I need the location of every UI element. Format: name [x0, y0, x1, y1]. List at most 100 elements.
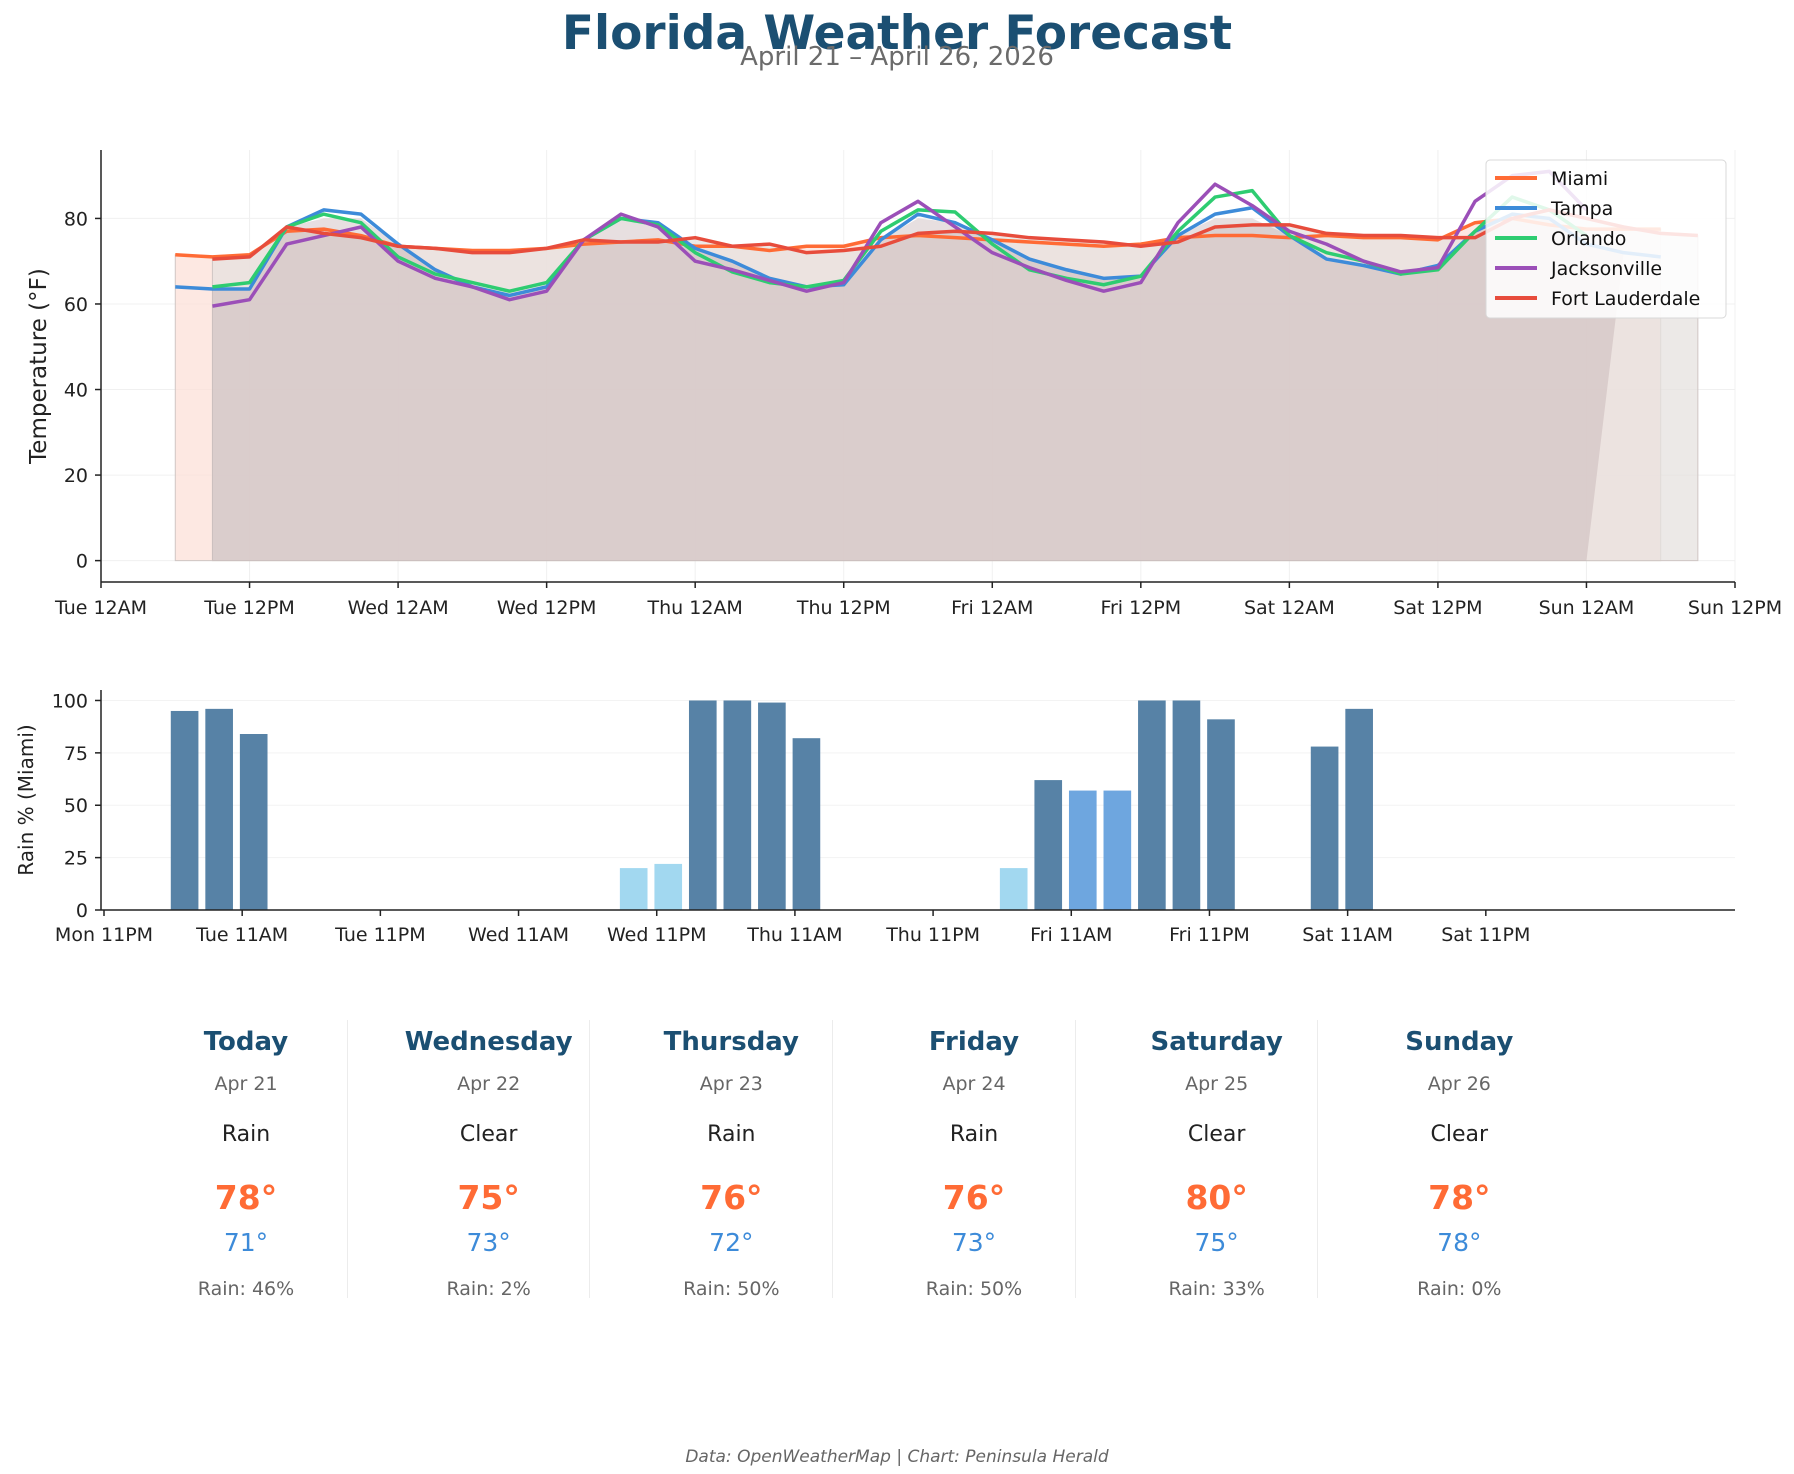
x-tick-label: Sat 11AM [1302, 924, 1393, 946]
legend-label: Fort Lauderdale [1551, 288, 1700, 310]
rain-bar [619, 868, 648, 910]
card-divider [832, 1020, 833, 1298]
forecast-high-temp: 75° [457, 1178, 520, 1217]
forecast-high-temp: 76° [942, 1178, 1006, 1217]
forecast-date: Apr 26 [1427, 1073, 1491, 1095]
legend: Miami Tampa Orlando Jacksonville Fort Lauder… [1485, 159, 1727, 319]
y-tick-label: 40 [64, 380, 88, 402]
forecast-card: Saturday Apr 25 Clear 80° 75° Rain: 33% [1081, 1010, 1353, 1310]
forecast-low-temp: 72° [709, 1228, 754, 1257]
card-divider [589, 1020, 591, 1298]
forecast-date: Apr 21 [214, 1073, 278, 1095]
y-tick-label: 75 [64, 743, 88, 765]
forecast-high-temp: 78° [214, 1178, 278, 1217]
x-tick-label: Tue 11PM [334, 924, 426, 946]
y-tick-label: 25 [64, 848, 88, 870]
rain-bar [1138, 700, 1166, 910]
y-tick-label: 20 [64, 465, 88, 487]
temperature-chart: 0 20 40 60 80 Tue 12AM Tue 12PM Wed 12AM Wed 12P… [26, 150, 1782, 619]
card-divider [1074, 1020, 1076, 1298]
forecast-rain-chance: Rain: 50% [925, 1278, 1023, 1300]
x-tick-label: Mon 11PM [55, 924, 153, 946]
forecast-condition: Rain [707, 1122, 756, 1147]
forecast-rain-chance: Rain: 46% [197, 1278, 295, 1300]
rain-bar [654, 863, 683, 910]
x-tick-label: Sat 11PM [1441, 924, 1530, 946]
forecast-date: Apr 24 [942, 1073, 1006, 1095]
forecast-condition: Clear [1430, 1122, 1489, 1147]
forecast-rain-chance: Rain: 2% [446, 1278, 531, 1300]
x-tick-label: Sat 12AM [1244, 597, 1335, 619]
rain-bar [1207, 719, 1235, 910]
rain-bar [688, 700, 717, 910]
forecast-high-temp: 78° [1428, 1178, 1491, 1217]
series-line-fort-lauderdale [212, 208, 1698, 261]
area-overlap [212, 218, 1624, 561]
x-tick-label: Wed 11PM [607, 924, 707, 946]
forecast-rain-chance: Rain: 0% [1417, 1278, 1502, 1300]
x-tick-label: Wed 12PM [497, 597, 597, 619]
forecast-rain-chance: Rain: 33% [1168, 1278, 1265, 1300]
forecast-card: Wednesday Apr 22 Clear 75° 73° Rain: 2% [353, 1010, 625, 1310]
forecast-date: Apr 25 [1185, 1073, 1249, 1095]
y-tick-label: 100 [52, 690, 88, 712]
x-tick-label: Fri 11AM [1030, 924, 1112, 946]
forecast-date: Apr 23 [699, 1073, 763, 1095]
card-divider [1317, 1020, 1319, 1298]
forecast-high-temp: 76° [700, 1178, 763, 1217]
x-tick-label: Tue 12AM [54, 597, 147, 619]
forecast-card: Today Apr 21 Rain 78° 71° Rain: 46% [110, 1010, 382, 1310]
forecast-card: Thursday Apr 23 Rain 76° 72° Rain: 50% [595, 1010, 867, 1310]
legend-label: Orlando [1551, 228, 1626, 250]
legend-box [1485, 159, 1727, 319]
x-tick-label: Thu 11AM [746, 924, 842, 946]
rain-bar [723, 700, 752, 910]
x-tick-label: Thu 11PM [885, 924, 980, 946]
footer-credit: Data: OpenWeatherMap | Chart: Peninsula … [685, 1447, 1109, 1467]
forecast-card: Sunday Apr 26 Clear 78° 78° Rain: 0% [1323, 1010, 1595, 1310]
forecast-day: Friday [928, 1027, 1020, 1057]
forecast-low-temp: 73° [951, 1228, 997, 1257]
rain-bar [1310, 746, 1339, 910]
rain-bar [1103, 790, 1132, 910]
y-axis-label: Rain % (Miami) [14, 724, 38, 875]
legend-label: Tampa [1550, 198, 1613, 220]
forecast-cards: Today Apr 21 Rain 78° 71° Rain: 46% Wednesday A… [120, 1010, 1576, 1310]
page-subtitle: April 21 – April 26, 2026 [740, 42, 1054, 72]
x-tick-label: Sat 12PM [1393, 597, 1482, 619]
rain-bar [999, 868, 1028, 910]
forecast-low-temp: 75° [1194, 1228, 1239, 1257]
forecast-day: Thursday [663, 1027, 799, 1057]
x-tick-label: Tue 12PM [203, 597, 295, 619]
rain-chart: 0 25 50 75 100 Mon 11PM Tue 11AM Tue 11PM Wed 11… [14, 690, 1735, 946]
rain-bar [170, 710, 199, 910]
x-tick-label: Fri 12PM [1100, 597, 1181, 619]
forecast-low-temp: 73° [466, 1228, 511, 1257]
y-tick-label: 0 [76, 551, 88, 573]
forecast-day: Today [203, 1027, 289, 1057]
legend-label: Jacksonville [1550, 258, 1662, 280]
x-tick-label: Fri 11PM [1169, 924, 1250, 946]
rain-bar [1068, 790, 1097, 910]
y-tick-label: 80 [64, 208, 88, 230]
forecast-low-temp: 78° [1437, 1228, 1482, 1257]
rain-bar [792, 738, 821, 910]
x-tick-label: Sun 12PM [1688, 597, 1782, 619]
forecast-condition: Rain [221, 1122, 271, 1147]
forecast-day: Sunday [1405, 1027, 1514, 1057]
rain-bar [205, 708, 233, 910]
y-axis-label: Temperature (°F) [26, 268, 52, 465]
x-tick-label: Sun 12AM [1539, 597, 1635, 619]
series-line-jacksonville [212, 169, 1588, 308]
x-tick-label: Wed 12AM [348, 597, 449, 619]
forecast-day: Wednesday [404, 1027, 573, 1057]
y-tick-label: 0 [76, 900, 88, 922]
x-tick-label: Fri 12AM [951, 597, 1033, 619]
forecast-low-temp: 71° [223, 1228, 269, 1257]
forecast-condition: Rain [949, 1122, 999, 1147]
forecast-rain-chance: Rain: 50% [683, 1278, 780, 1300]
forecast-day: Saturday [1150, 1027, 1283, 1057]
page-title: Florida Weather Forecast [561, 6, 1233, 61]
rain-bar [239, 734, 268, 910]
rain-bar [1345, 708, 1373, 910]
